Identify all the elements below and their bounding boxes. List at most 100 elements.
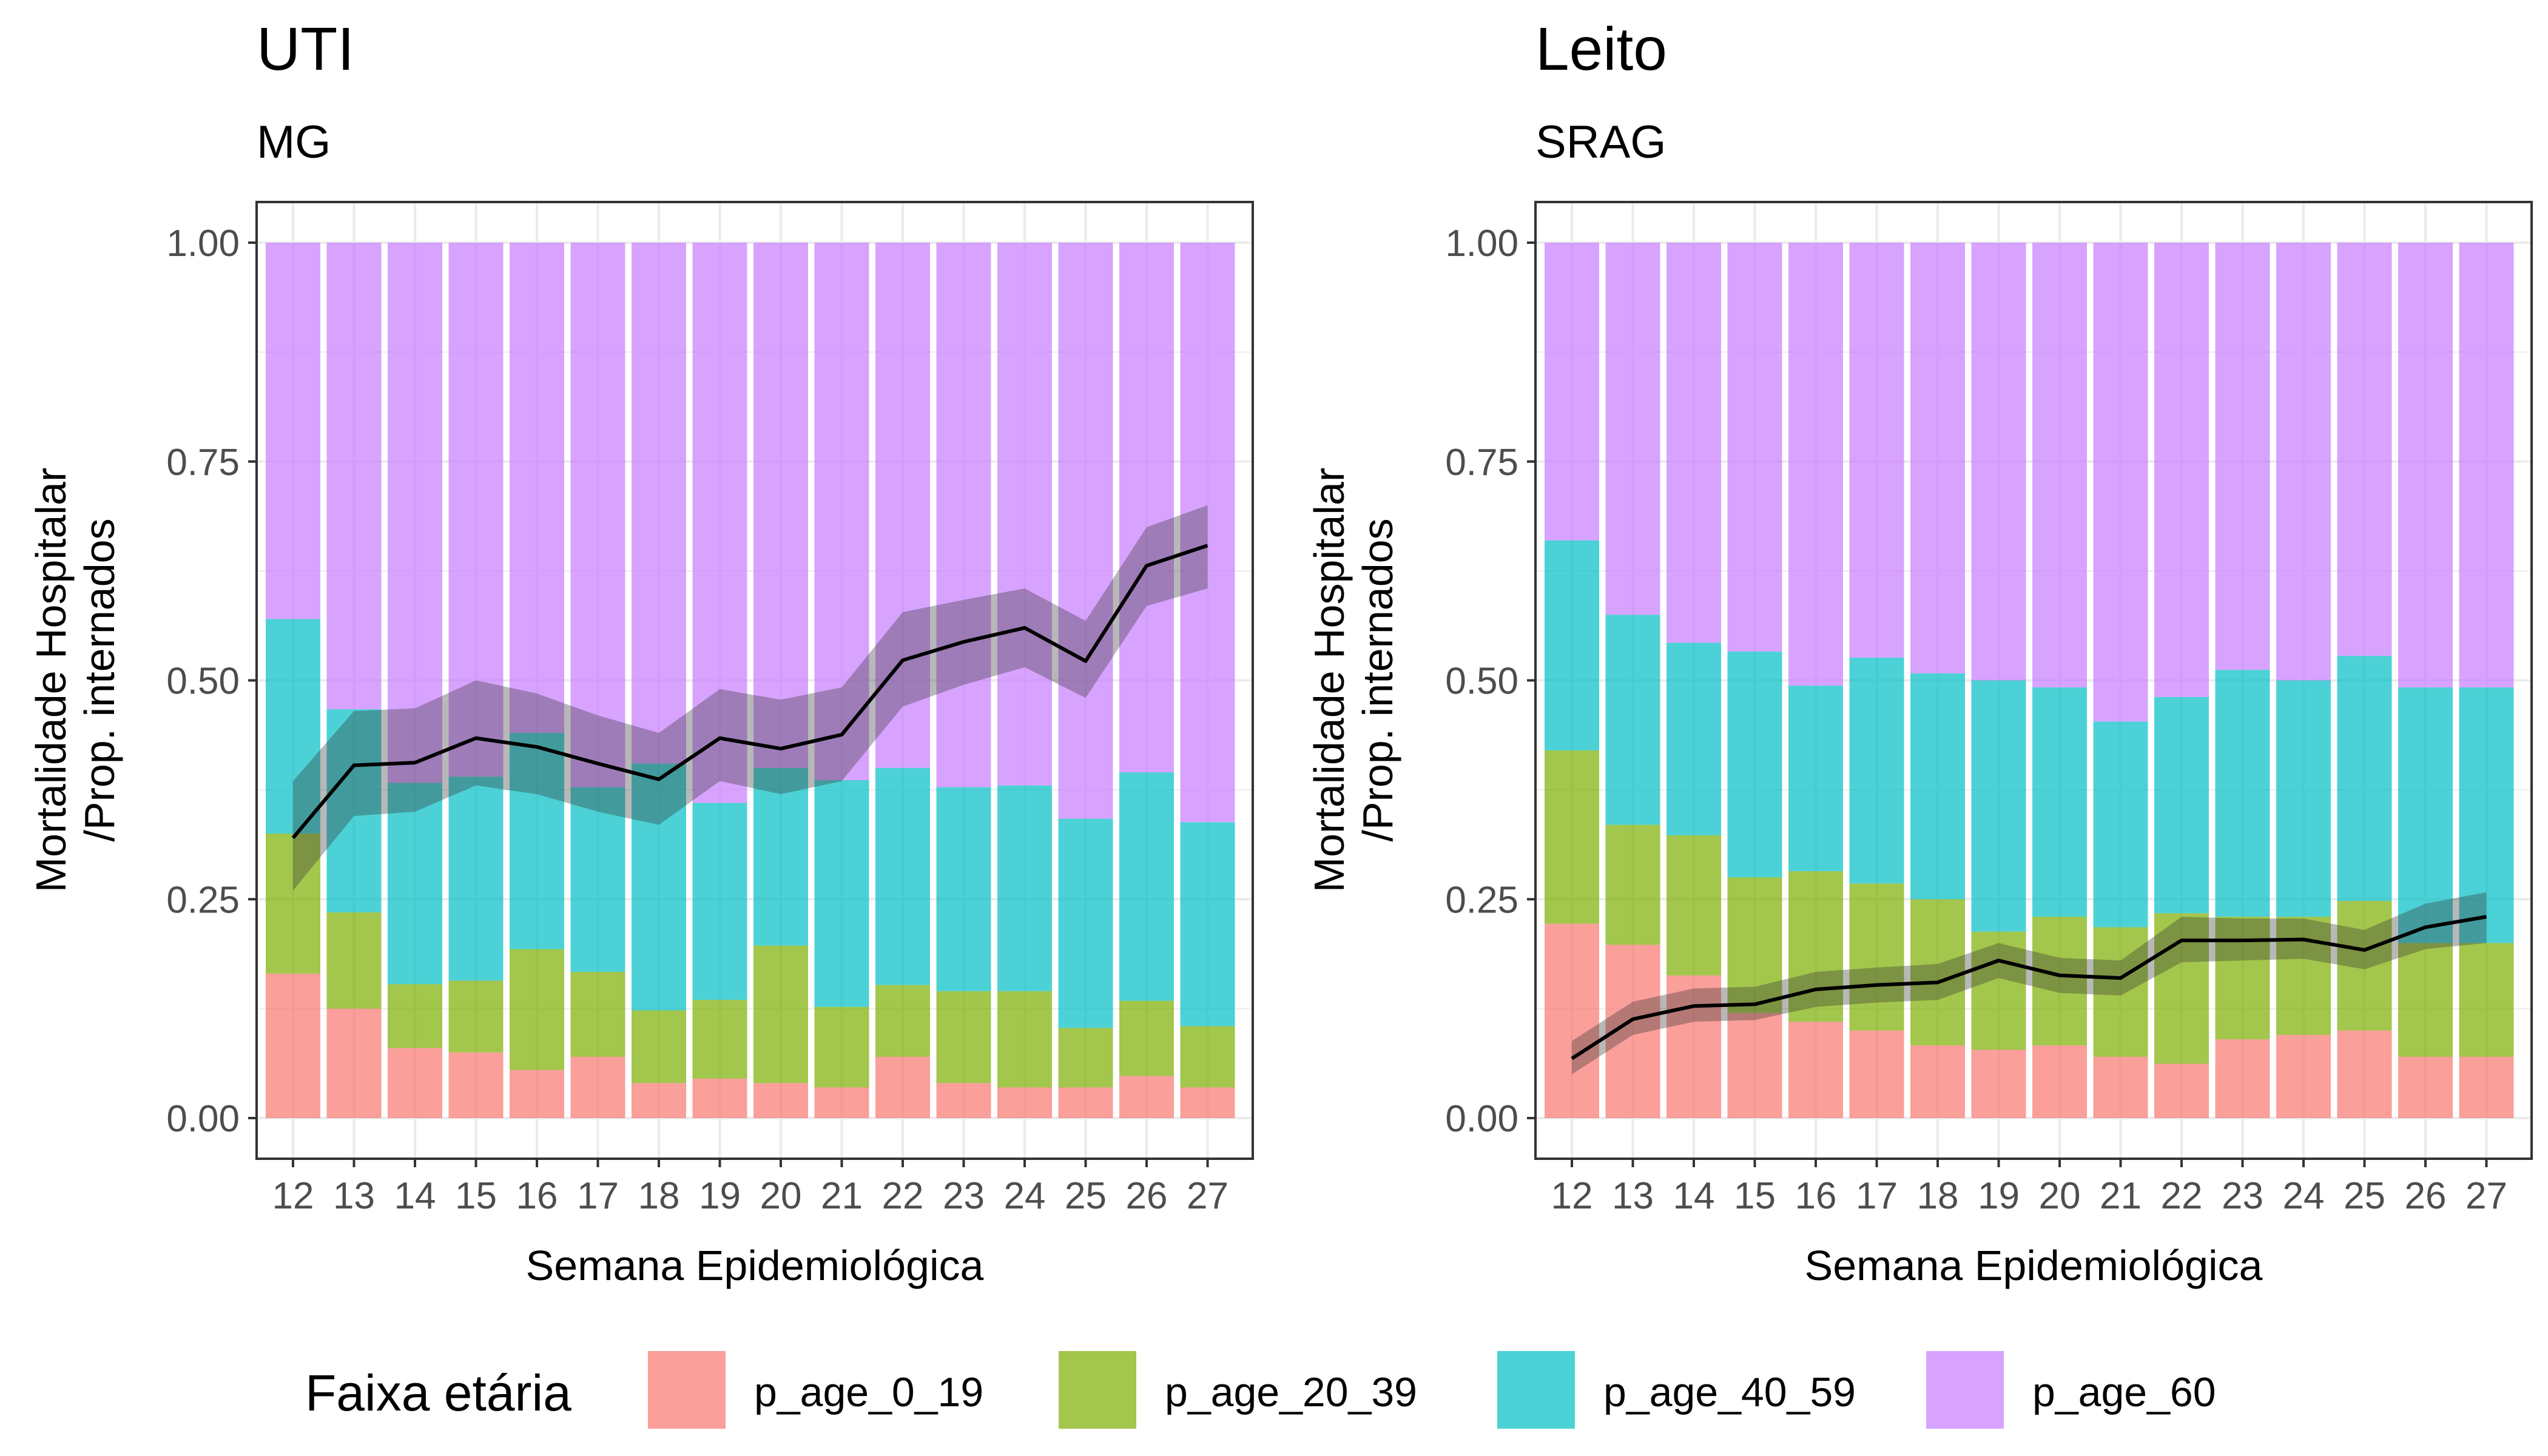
bar-p-age-0-19-19 bbox=[1971, 1050, 2026, 1118]
legend-label: p_age_40_59 bbox=[1603, 1369, 1856, 1415]
x-tick-label: 15 bbox=[1734, 1175, 1776, 1217]
legend-item-p-age-20-39: p_age_20_39 bbox=[1059, 1351, 1417, 1429]
bar-p-age-60-12 bbox=[266, 243, 320, 619]
bar-p-age-0-19-19 bbox=[692, 1079, 747, 1118]
bar-p-age-20-39-25 bbox=[1058, 1028, 1113, 1088]
legend: Faixa etária p_age_0_19 p_age_20_39 p_ag… bbox=[305, 1351, 2216, 1429]
bar-p-age-0-19-26 bbox=[2398, 1056, 2453, 1118]
bar-p-age-20-39-16 bbox=[1788, 871, 1843, 1022]
legend-swatch bbox=[1926, 1351, 2004, 1429]
x-tick-label: 18 bbox=[638, 1175, 680, 1217]
x-tick-label: 19 bbox=[1978, 1175, 2020, 1217]
bar-p-age-0-19-16 bbox=[510, 1070, 564, 1118]
y-tick-label: 1.00 bbox=[166, 223, 240, 265]
bar-p-age-0-19-25 bbox=[2337, 1030, 2392, 1118]
bar-p-age-60-24 bbox=[2276, 243, 2331, 681]
x-axis: 12 13 14 15 16 17 18 19 20 21 22 23 24 25 26 27 bbox=[1551, 1159, 2507, 1217]
bar-p-age-40-59-17 bbox=[570, 787, 625, 972]
x-tick-label: 12 bbox=[1551, 1175, 1593, 1217]
x-tick-label: 24 bbox=[1004, 1175, 1046, 1217]
x-tick-label: 27 bbox=[1187, 1175, 1228, 1217]
bar-p-age-40-59-21 bbox=[814, 780, 869, 1007]
x-tick-label: 20 bbox=[760, 1175, 802, 1217]
legend-title: Faixa etária bbox=[305, 1364, 571, 1421]
bar-p-age-60-22 bbox=[2154, 243, 2209, 697]
bar-p-age-20-39-12 bbox=[1545, 750, 1599, 924]
bar-p-age-60-25 bbox=[1058, 243, 1113, 819]
mortality-line bbox=[1571, 915, 2487, 1060]
bar-p-age-40-59-15 bbox=[448, 777, 504, 981]
x-axis-title: Semana Epidemiológica bbox=[1805, 1242, 2263, 1289]
bar-p-age-40-59-20 bbox=[753, 767, 808, 946]
bar-p-age-20-39-15 bbox=[448, 980, 504, 1053]
y-axis-title-line-2: /Prop. internados bbox=[1354, 518, 1401, 841]
x-tick-label: 19 bbox=[699, 1175, 741, 1217]
bar-p-age-0-19-13 bbox=[326, 1008, 382, 1118]
bar-p-age-0-19-22 bbox=[2154, 1063, 2209, 1118]
bar-p-age-60-27 bbox=[1180, 243, 1235, 823]
y-axis-title-line-1: Mortalidade Hospitalar bbox=[27, 468, 75, 892]
bar-p-age-20-39-24 bbox=[2276, 917, 2331, 1035]
bar-p-age-20-39-14 bbox=[388, 984, 442, 1048]
bar-p-age-0-19-20 bbox=[753, 1083, 808, 1118]
bar-p-age-20-39-26 bbox=[2398, 943, 2453, 1057]
mortality-line-path bbox=[291, 544, 1208, 840]
bar-p-age-60-16 bbox=[1788, 243, 1843, 686]
x-tick-label: 23 bbox=[943, 1175, 985, 1217]
bar-p-age-60-21 bbox=[2093, 243, 2148, 722]
bar-p-age-0-19-21 bbox=[814, 1087, 869, 1118]
bar-p-age-60-26 bbox=[1119, 243, 1174, 773]
bar-p-age-0-19-22 bbox=[875, 1056, 930, 1118]
bar-p-age-60-25 bbox=[2337, 243, 2392, 656]
bar-p-age-40-59-27 bbox=[2459, 687, 2514, 943]
x-tick-label: 12 bbox=[272, 1175, 314, 1217]
stacked-bars bbox=[1545, 243, 2514, 1118]
x-axis: 12 13 14 15 16 17 18 19 20 21 22 23 24 25 26 27 bbox=[272, 1159, 1228, 1217]
bar-p-age-40-59-12 bbox=[266, 619, 320, 834]
bar-p-age-60-15 bbox=[1727, 243, 1782, 652]
bar-p-age-0-19-18 bbox=[632, 1083, 686, 1118]
y-tick-label: 0.50 bbox=[1445, 661, 1518, 703]
y-tick-label: 0.00 bbox=[166, 1098, 240, 1140]
chart-subtitle: SRAG bbox=[1535, 116, 1666, 168]
y-tick-label: 0.75 bbox=[1445, 442, 1518, 484]
confidence-ribbon bbox=[293, 505, 1208, 891]
bar-p-age-20-39-16 bbox=[510, 949, 564, 1070]
chart-title: UTI bbox=[257, 15, 354, 83]
bar-p-age-40-59-24 bbox=[2276, 680, 2331, 917]
bar-p-age-0-19-27 bbox=[1180, 1087, 1235, 1118]
x-tick-label: 15 bbox=[455, 1175, 497, 1217]
bar-p-age-40-59-20 bbox=[2032, 687, 2087, 917]
bar-p-age-60-14 bbox=[1667, 243, 1721, 643]
bar-p-age-40-59-25 bbox=[1058, 818, 1113, 1028]
bar-p-age-60-27 bbox=[2459, 243, 2514, 688]
bar-p-age-60-19 bbox=[692, 243, 747, 803]
y-axis-title-line-2: /Prop. internados bbox=[76, 518, 123, 841]
x-tick-label: 14 bbox=[394, 1175, 436, 1217]
bar-p-age-0-19-24 bbox=[2276, 1034, 2331, 1118]
bar-p-age-20-39-26 bbox=[1119, 1000, 1174, 1076]
bar-p-age-20-39-13 bbox=[1605, 824, 1660, 945]
bar-p-age-40-59-18 bbox=[1910, 673, 1965, 900]
x-tick-label: 22 bbox=[882, 1175, 924, 1217]
bar-p-age-60-23 bbox=[936, 243, 991, 787]
bar-p-age-40-59-19 bbox=[1971, 680, 2026, 932]
bar-p-age-60-26 bbox=[2398, 243, 2453, 688]
ribbon-area bbox=[293, 505, 1208, 891]
bar-p-age-60-17 bbox=[570, 243, 625, 787]
stacked-bars bbox=[266, 243, 1235, 1118]
bar-p-age-20-39-19 bbox=[692, 1000, 747, 1079]
chart-subtitle: MG bbox=[257, 116, 331, 168]
bar-p-age-40-59-24 bbox=[997, 785, 1052, 991]
bar-p-age-40-59-17 bbox=[1849, 657, 1904, 884]
y-tick-label: 0.25 bbox=[166, 879, 240, 921]
confidence-ribbon bbox=[1572, 892, 2487, 1074]
x-axis-title: Semana Epidemiológica bbox=[526, 1242, 984, 1289]
bar-p-age-20-39-25 bbox=[2337, 901, 2392, 1031]
bar-p-age-20-39-19 bbox=[1971, 931, 2026, 1050]
panel-uti: UTI MG 0.00 0.25 0.50 0.75 1.00 12 13 14 15 16 17… bbox=[27, 15, 1254, 1289]
bar-p-age-0-19-14 bbox=[388, 1048, 442, 1118]
bar-p-age-40-59-19 bbox=[692, 803, 747, 1000]
ribbon-area bbox=[1572, 892, 2487, 1074]
